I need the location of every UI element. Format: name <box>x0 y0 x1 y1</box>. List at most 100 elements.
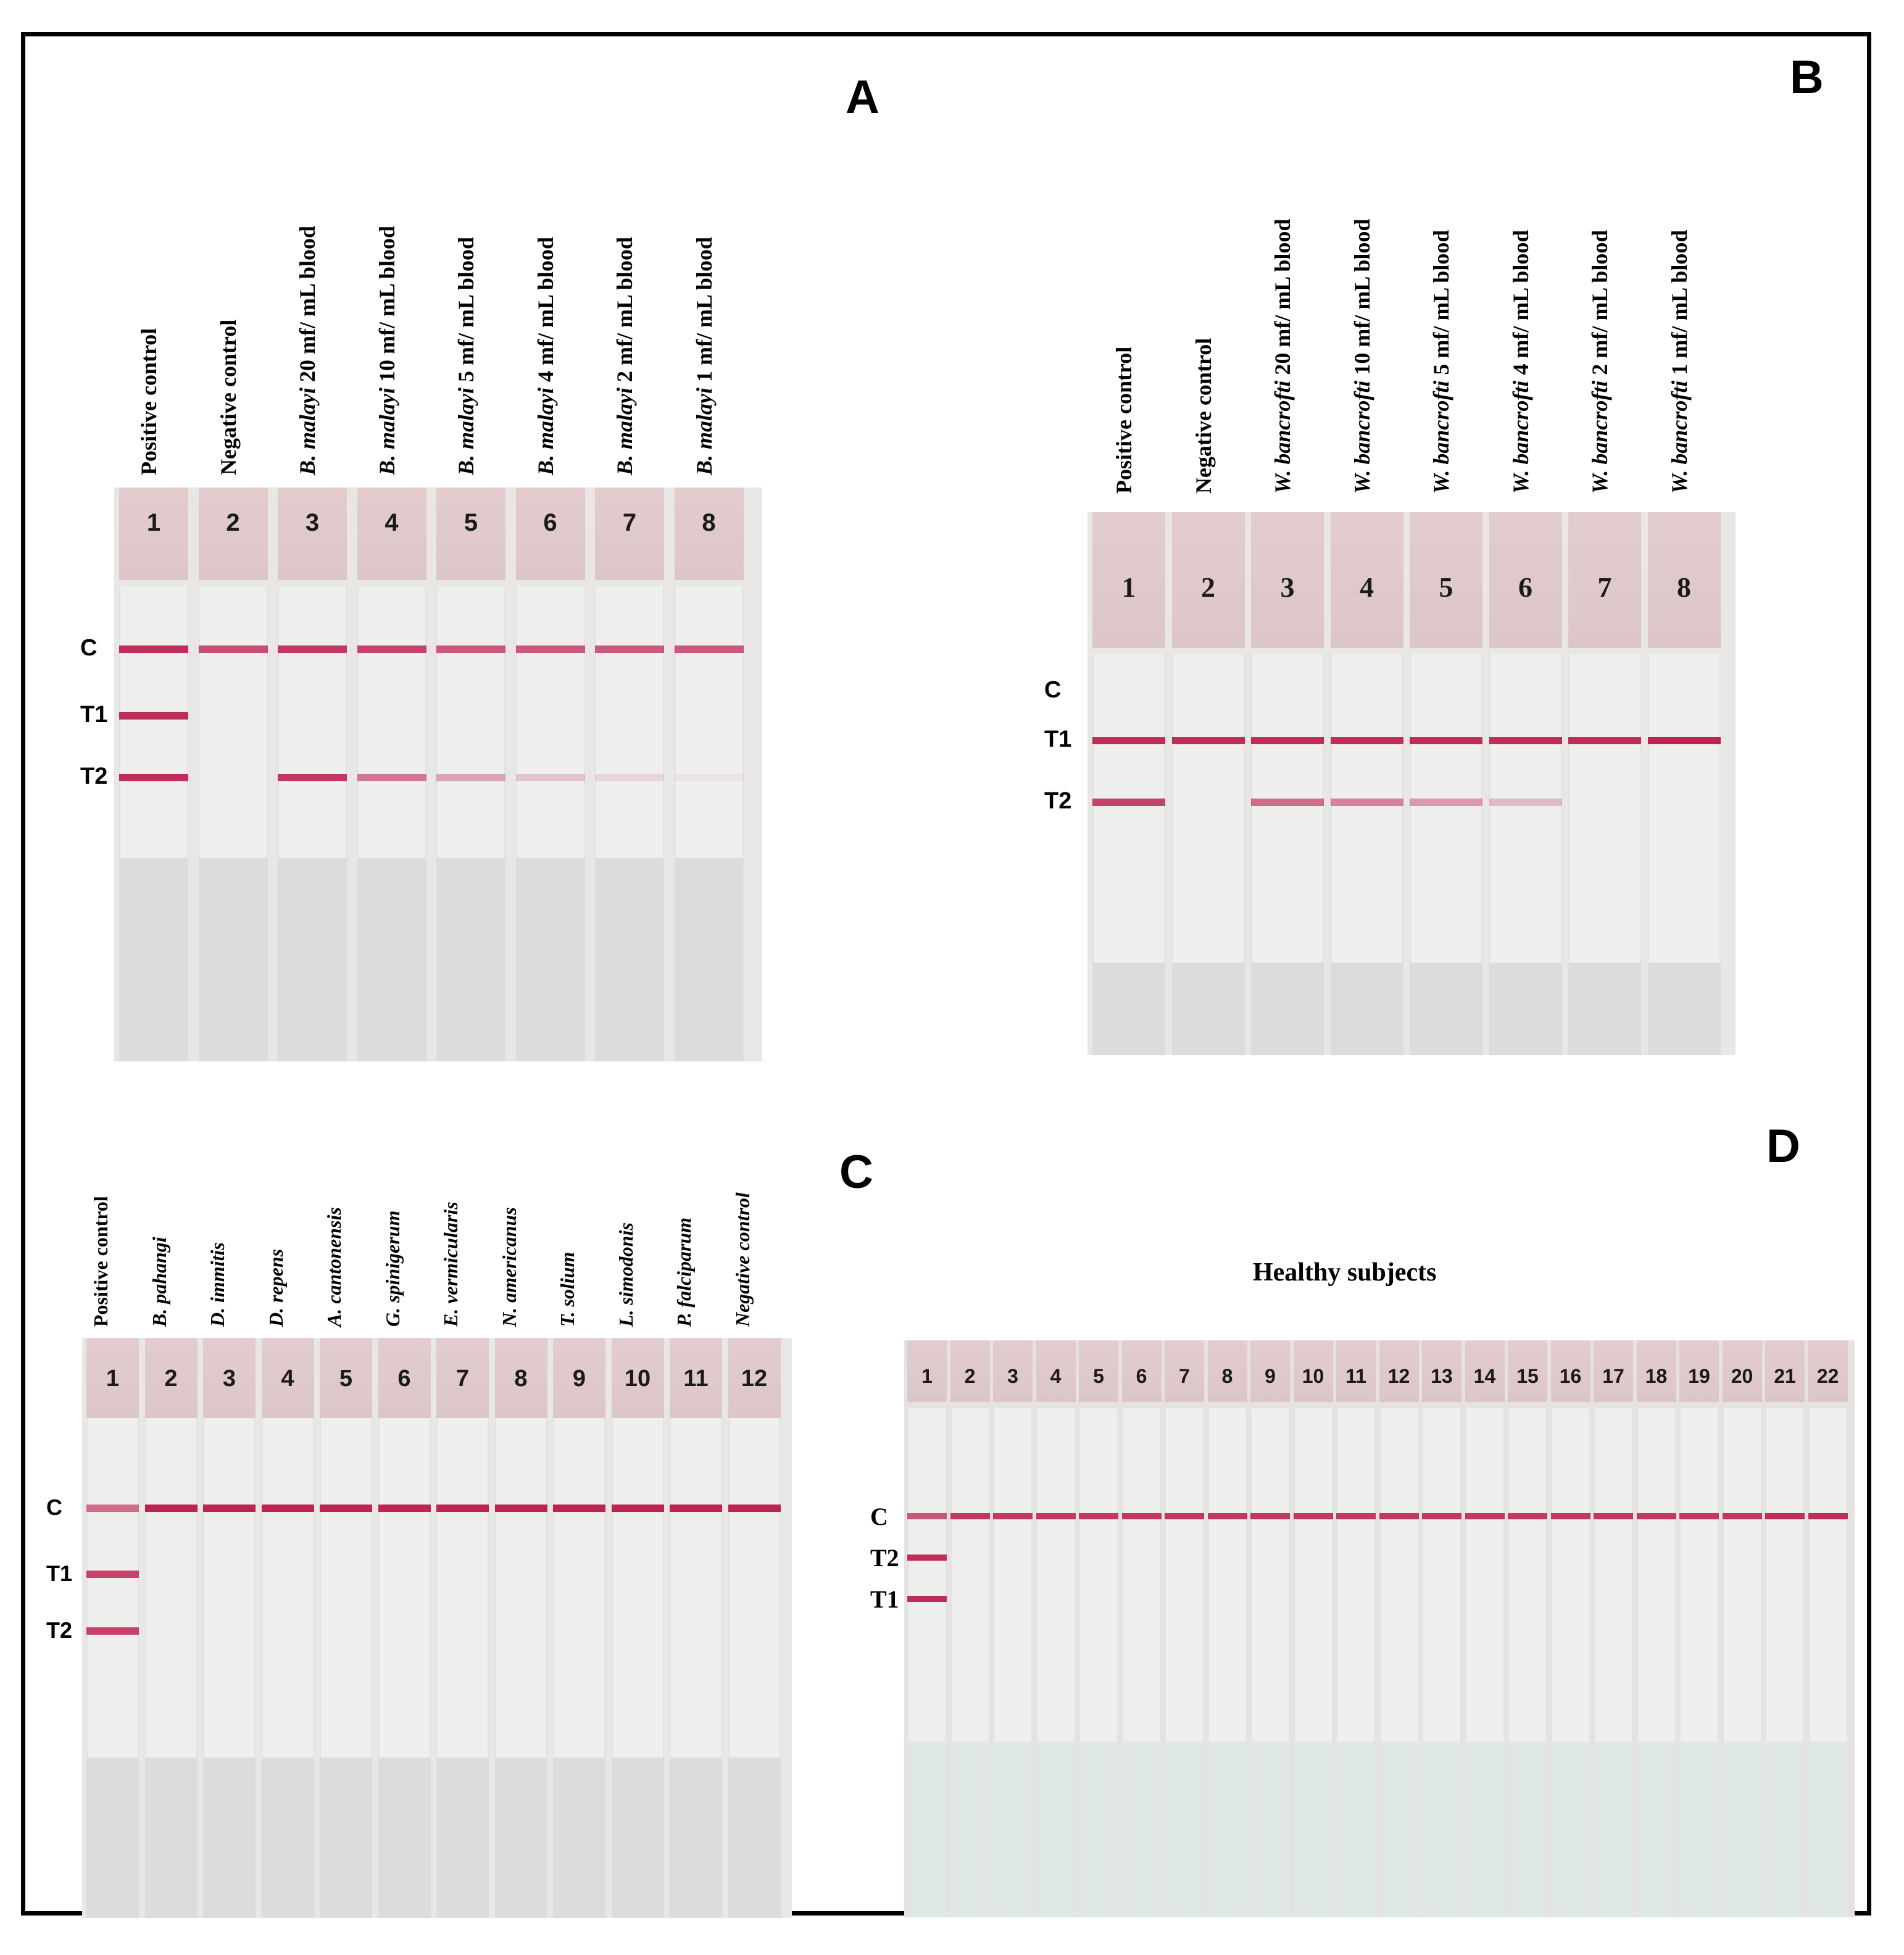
lane-number: 3 <box>222 1366 236 1392</box>
absorbent-pad <box>1251 963 1324 1055</box>
lane-number: 5 <box>1439 571 1453 603</box>
test-strip: 22 <box>1808 1340 1848 1917</box>
lane-number: 10 <box>1302 1365 1324 1387</box>
absorbent-pad <box>86 1758 139 1918</box>
sample-pad <box>1765 1340 1805 1402</box>
lane-label-species: W. bancrofti <box>1270 380 1295 494</box>
membrane <box>436 1418 489 1758</box>
band-t2 <box>1330 799 1403 806</box>
lane-number: 1 <box>146 509 161 536</box>
test-strip: 1 <box>119 488 188 1061</box>
absorbent-pad <box>1489 963 1562 1055</box>
absorbent-pad <box>1808 1741 1848 1917</box>
band-c <box>203 1505 256 1512</box>
lane-label-species: W. bancrofti <box>1508 380 1533 494</box>
membrane <box>1121 1408 1162 1741</box>
membrane <box>320 1418 372 1758</box>
sample-pad <box>1550 1340 1590 1402</box>
absorbent-pad <box>553 1758 605 1918</box>
band-t2 <box>357 774 426 781</box>
lane-label-text: Negative control <box>215 319 241 475</box>
band-c <box>1250 1513 1290 1519</box>
row-label-t2: T2 <box>1044 788 1072 815</box>
lane-label-species: W. bancrofti <box>1587 380 1612 494</box>
absorbent-pad <box>950 1741 990 1917</box>
absorbent-pad <box>1330 963 1403 1055</box>
band-t1 <box>1171 737 1245 744</box>
band-c <box>198 645 268 653</box>
test-strip: 3 <box>203 1338 256 1918</box>
membrane <box>1165 1408 1204 1741</box>
sample-pad <box>1508 1340 1547 1402</box>
row-label-t1: T1 <box>870 1585 899 1613</box>
lane-number: 4 <box>281 1366 294 1392</box>
band-t2 <box>1251 799 1324 806</box>
absorbent-pad <box>1465 1741 1505 1917</box>
test-strip: 6 <box>1489 512 1562 1055</box>
lane-label: W. bancrofti 4 mf/ mL blood <box>1508 230 1534 494</box>
absorbent-pad <box>261 1758 314 1918</box>
band-c <box>357 645 426 653</box>
band-c <box>119 645 188 653</box>
lane-number: 2 <box>226 509 240 536</box>
sample-pad <box>1293 1340 1333 1402</box>
absorbent-pad <box>1165 1741 1204 1917</box>
sample-pad <box>320 1338 372 1418</box>
lane-number: 12 <box>741 1366 768 1392</box>
lane-number: 2 <box>164 1366 178 1392</box>
lane-label: Positive control <box>136 328 162 475</box>
band-c <box>1121 1513 1162 1519</box>
band-t2 <box>1410 799 1482 806</box>
sample-pad <box>595 488 664 580</box>
test-strip: 16 <box>1550 1340 1590 1917</box>
lane-number: 22 <box>1816 1365 1839 1387</box>
lane-number: 5 <box>339 1366 353 1392</box>
lane-label: W. bancrofti 5 mf/ mL blood <box>1428 230 1454 494</box>
lane-number: 6 <box>397 1366 411 1392</box>
test-strip: 7 <box>1568 512 1641 1055</box>
lane-number: 7 <box>1179 1365 1190 1387</box>
lane-label-species: A. cantonensis <box>323 1207 345 1327</box>
row-label-c: C <box>46 1495 62 1521</box>
membrane <box>1647 654 1721 963</box>
lane-label-text: 10 mf/ mL blood <box>374 225 399 388</box>
row-label-t1: T1 <box>46 1561 73 1587</box>
sample-pad <box>1036 1340 1076 1402</box>
band-t1 <box>1489 737 1562 744</box>
band-c <box>1079 1513 1118 1519</box>
absorbent-pad <box>1410 963 1482 1055</box>
absorbent-pad <box>993 1741 1033 1917</box>
band-c <box>1293 1513 1333 1519</box>
absorbent-pad <box>119 858 188 1061</box>
membrane <box>203 1418 256 1758</box>
lane-label-text: 20 mf/ mL blood <box>295 225 320 388</box>
row-label-t1: T1 <box>1044 726 1072 753</box>
sample-pad <box>1251 512 1324 648</box>
test-strip: 3 <box>278 488 347 1061</box>
sample-pad <box>553 1338 605 1418</box>
sample-pad <box>261 1338 314 1418</box>
membrane <box>1251 654 1324 963</box>
test-strip: 18 <box>1636 1340 1676 1917</box>
test-strip: 1 <box>86 1338 139 1918</box>
membrane <box>144 1418 197 1758</box>
lane-number: 9 <box>1265 1365 1276 1387</box>
test-strip: 6 <box>378 1338 431 1918</box>
lane-number: 8 <box>1677 571 1691 603</box>
lane-label-text: 5 mf/ mL blood <box>1429 230 1453 381</box>
sample-pad <box>1207 1340 1247 1402</box>
sample-pad <box>1121 1340 1162 1402</box>
membrane <box>436 586 505 858</box>
lane-number: 3 <box>1007 1365 1018 1387</box>
test-strip: 17 <box>1594 1340 1633 1917</box>
membrane <box>494 1418 547 1758</box>
test-strip: 6 <box>515 488 585 1061</box>
lane-label: W. bancrofti 1 mf/ mL blood <box>1666 230 1692 494</box>
test-strip: 2 <box>198 488 268 1061</box>
lane-label: D. repens <box>265 1249 288 1327</box>
band-c <box>728 1505 781 1512</box>
lane-label-species: W. bancrofti <box>1429 380 1453 494</box>
membrane <box>198 586 268 858</box>
lane-label: L. simodonis <box>615 1222 638 1327</box>
lane-number: 18 <box>1645 1365 1668 1387</box>
